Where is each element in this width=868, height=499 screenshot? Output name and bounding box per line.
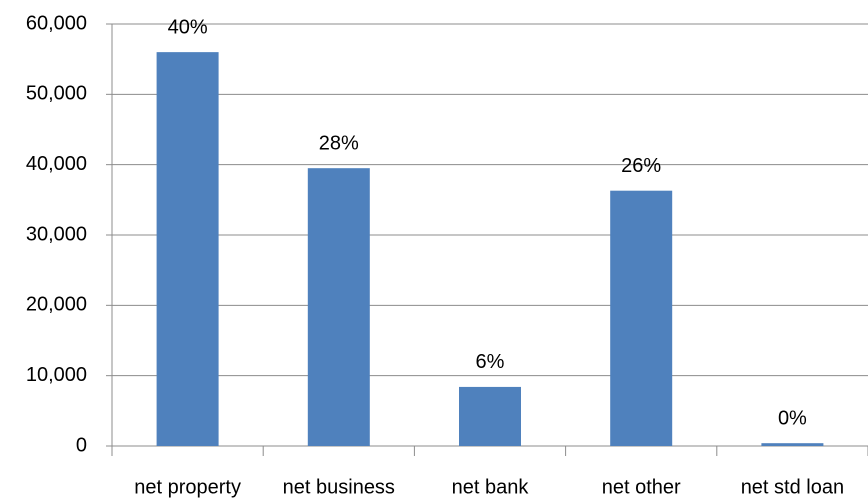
y-tick-label: 0 [76,434,87,456]
data-label: 28% [319,132,359,154]
data-label: 6% [476,351,505,373]
x-tick-label: net std loan [741,476,844,498]
data-label: 26% [621,155,661,177]
bar [610,190,673,446]
bar [307,168,370,446]
y-tick-label: 50,000 [26,83,87,105]
x-tick-label: net bank [452,476,530,498]
y-tick-label: 20,000 [26,294,87,316]
bar [761,443,824,446]
x-tick-label: net other [602,476,681,498]
y-tick-label: 30,000 [26,223,87,245]
y-tick-label: 60,000 [26,12,87,34]
y-tick-label: 40,000 [26,153,87,175]
data-label: 0% [778,407,807,429]
x-tick-label: net business [283,476,395,498]
y-tick-label: 10,000 [26,364,87,386]
x-tick-label: net property [134,476,241,498]
bar [459,386,521,446]
bar [156,52,219,447]
data-label: 40% [168,16,208,38]
